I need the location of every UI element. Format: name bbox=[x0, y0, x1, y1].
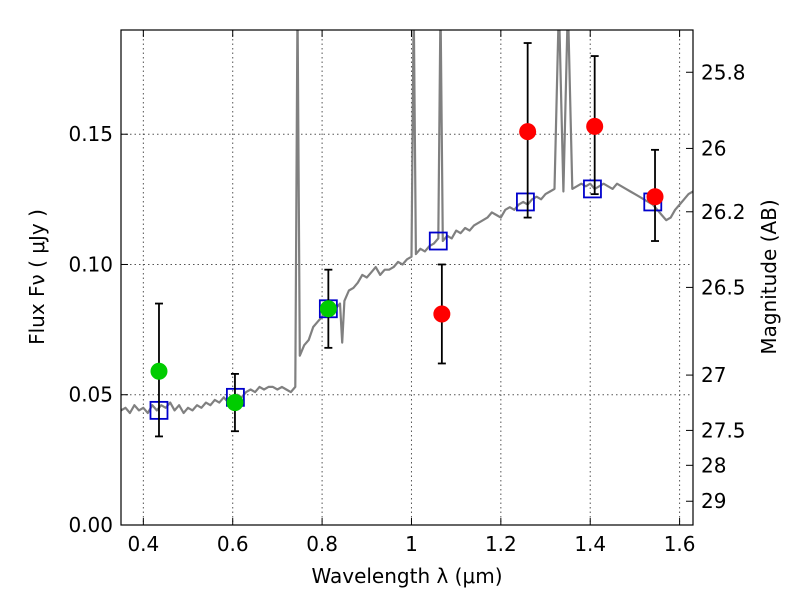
y2-axis-ticks: 25.8 26 26.2 26.5 27 27.5 28 29 bbox=[686, 60, 746, 513]
y2-tick-label: 25.8 bbox=[701, 60, 746, 84]
y2-tick-label: 27.5 bbox=[701, 418, 746, 442]
detection-point bbox=[586, 117, 604, 135]
y-tick-label: 0.05 bbox=[68, 383, 113, 407]
y2-tick-label: 26.2 bbox=[701, 200, 746, 224]
detection-point bbox=[150, 362, 168, 380]
y2-tick-label: 28 bbox=[701, 453, 726, 477]
y-tick-label: 0.10 bbox=[68, 252, 113, 276]
y2-tick-label: 27 bbox=[701, 363, 726, 387]
y-axis-ticks: 0.00 0.05 0.10 0.15 bbox=[68, 122, 128, 537]
y2-tick-label: 26.5 bbox=[701, 275, 746, 299]
x-axis-ticks: 0.4 0.6 0.8 1 1.2 1.4 1.6 bbox=[127, 30, 696, 556]
model-square-marker bbox=[583, 179, 602, 199]
x-axis-label: Wavelength λ (μm) bbox=[311, 564, 502, 588]
y-tick-label: 0.15 bbox=[68, 122, 113, 146]
x-tick-label: 0.4 bbox=[127, 532, 159, 556]
detection-point bbox=[646, 188, 664, 206]
grid-lines bbox=[121, 30, 693, 525]
detection-series bbox=[150, 117, 664, 412]
x-tick-label: 1.4 bbox=[574, 532, 606, 556]
x-tick-label: 1.6 bbox=[664, 532, 696, 556]
x-tick-label: 1 bbox=[405, 532, 418, 556]
y2-tick-label: 26 bbox=[701, 136, 726, 160]
detection-point bbox=[433, 305, 451, 323]
detection-point bbox=[519, 123, 537, 141]
y-axis-label: Flux Fν ( μJy ) bbox=[25, 209, 49, 345]
x-tick-label: 0.6 bbox=[217, 532, 249, 556]
model-square-marker bbox=[516, 192, 535, 212]
model-square-marker bbox=[428, 231, 448, 251]
detection-point bbox=[319, 300, 337, 318]
plot-frame bbox=[120, 29, 694, 526]
y-tick-label: 0.00 bbox=[68, 513, 113, 537]
x-tick-label: 1.2 bbox=[485, 532, 517, 556]
y2-axis-label: Magnitude (AB) bbox=[757, 199, 781, 354]
detection-point bbox=[226, 394, 244, 412]
x-tick-label: 0.8 bbox=[306, 532, 338, 556]
plot-background bbox=[121, 30, 693, 525]
y2-tick-label: 29 bbox=[701, 489, 726, 513]
